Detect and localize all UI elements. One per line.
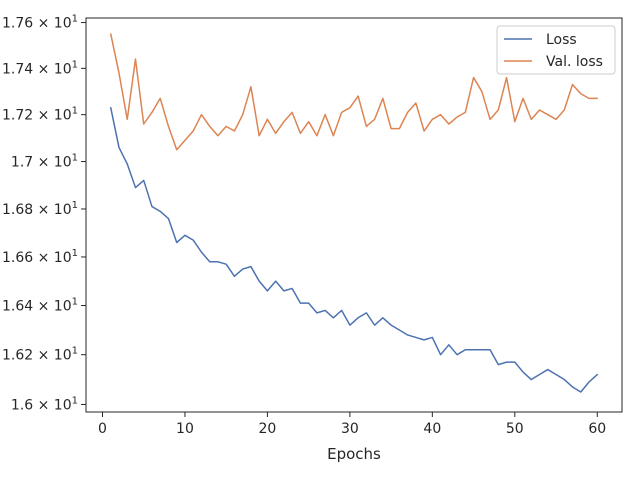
x-tick-label: 20 (259, 421, 277, 437)
y-tick-label: 1.68 × 101 (2, 200, 78, 218)
legend-box (496, 25, 616, 75)
y-tick-label: 1.66 × 101 (2, 248, 78, 266)
x-tick-label: 0 (98, 421, 107, 437)
x-tick-label: 40 (423, 421, 441, 437)
series-line-val-loss (109, 33, 599, 151)
x-tick-label: 50 (506, 421, 524, 437)
plot-frame (85, 17, 623, 413)
y-tick-label: 1.74 × 101 (2, 59, 78, 77)
y-tick-label: 1.7 × 101 (11, 153, 78, 171)
x-axis-label: Epochs (327, 445, 381, 463)
x-tick-label: 30 (341, 421, 359, 437)
x-axis: 0 10 20 30 40 50 60 (98, 412, 606, 437)
plot-lines (109, 33, 599, 393)
y-tick-label: 1.64 × 101 (2, 297, 78, 315)
legend-entry-label: Val. loss (546, 54, 603, 70)
x-tick-label: 10 (176, 421, 194, 437)
legend: Loss Val. loss (496, 25, 616, 75)
y-axis: 1.6 × 101 1.62 × 101 1.64 × 101 1.66 × 101 1… (2, 14, 86, 413)
series-line-loss (109, 106, 599, 393)
y-tick-label: 1.72 × 101 (2, 106, 78, 124)
legend-entry-label: Loss (546, 32, 577, 48)
x-tick-label: 60 (588, 421, 606, 437)
y-tick-label: 1.62 × 101 (2, 346, 78, 364)
y-tick-label: 1.6 × 101 (11, 395, 78, 413)
y-tick-label: 1.76 × 101 (2, 14, 78, 32)
